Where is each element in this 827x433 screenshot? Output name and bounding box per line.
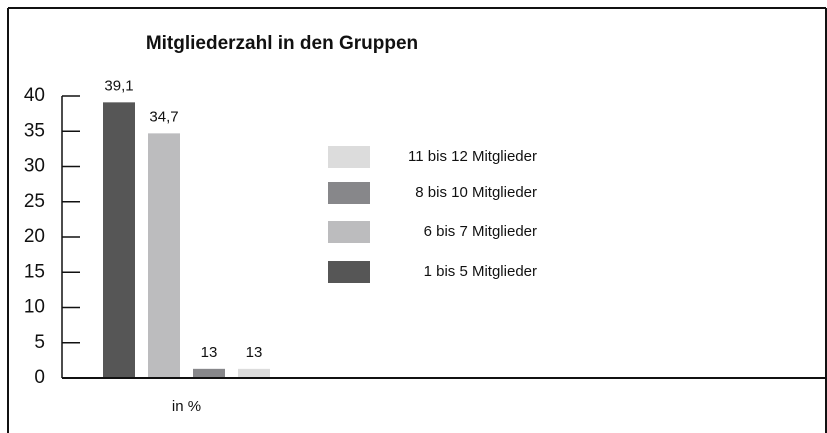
y-tick-label: 5 (34, 332, 45, 353)
bar (103, 102, 135, 378)
legend-label: 8 bis 10 Mitglieder (415, 184, 537, 201)
y-tick-label: 40 (24, 85, 45, 106)
value-label: 39,1 (104, 77, 133, 94)
y-tick-label: 30 (24, 156, 45, 177)
y-tick-label: 15 (24, 261, 45, 282)
y-tick-label: 35 (24, 120, 45, 141)
legend-swatch (328, 146, 370, 168)
value-label: 13 (246, 344, 263, 361)
bar (238, 368, 270, 378)
value-label: 34,7 (149, 108, 178, 125)
legend-swatch (328, 221, 370, 243)
y-tick-label: 10 (24, 297, 45, 318)
y-tick-label: 0 (34, 367, 45, 388)
chart-title: Mitgliederzahl in den Gruppen (146, 33, 418, 54)
x-tick-label: in % (172, 398, 201, 415)
bar (193, 368, 225, 378)
legend-swatch (328, 261, 370, 283)
legend-label: 1 bis 5 Mitglieder (424, 263, 537, 280)
y-tick-label: 20 (24, 226, 45, 247)
value-label: 13 (201, 344, 218, 361)
legend-swatch (328, 182, 370, 204)
y-tick-label: 25 (24, 191, 45, 212)
bar (148, 133, 180, 378)
legend-label: 11 bis 12 Mitglieder (408, 148, 537, 165)
legend-label: 6 bis 7 Mitglieder (424, 223, 537, 240)
